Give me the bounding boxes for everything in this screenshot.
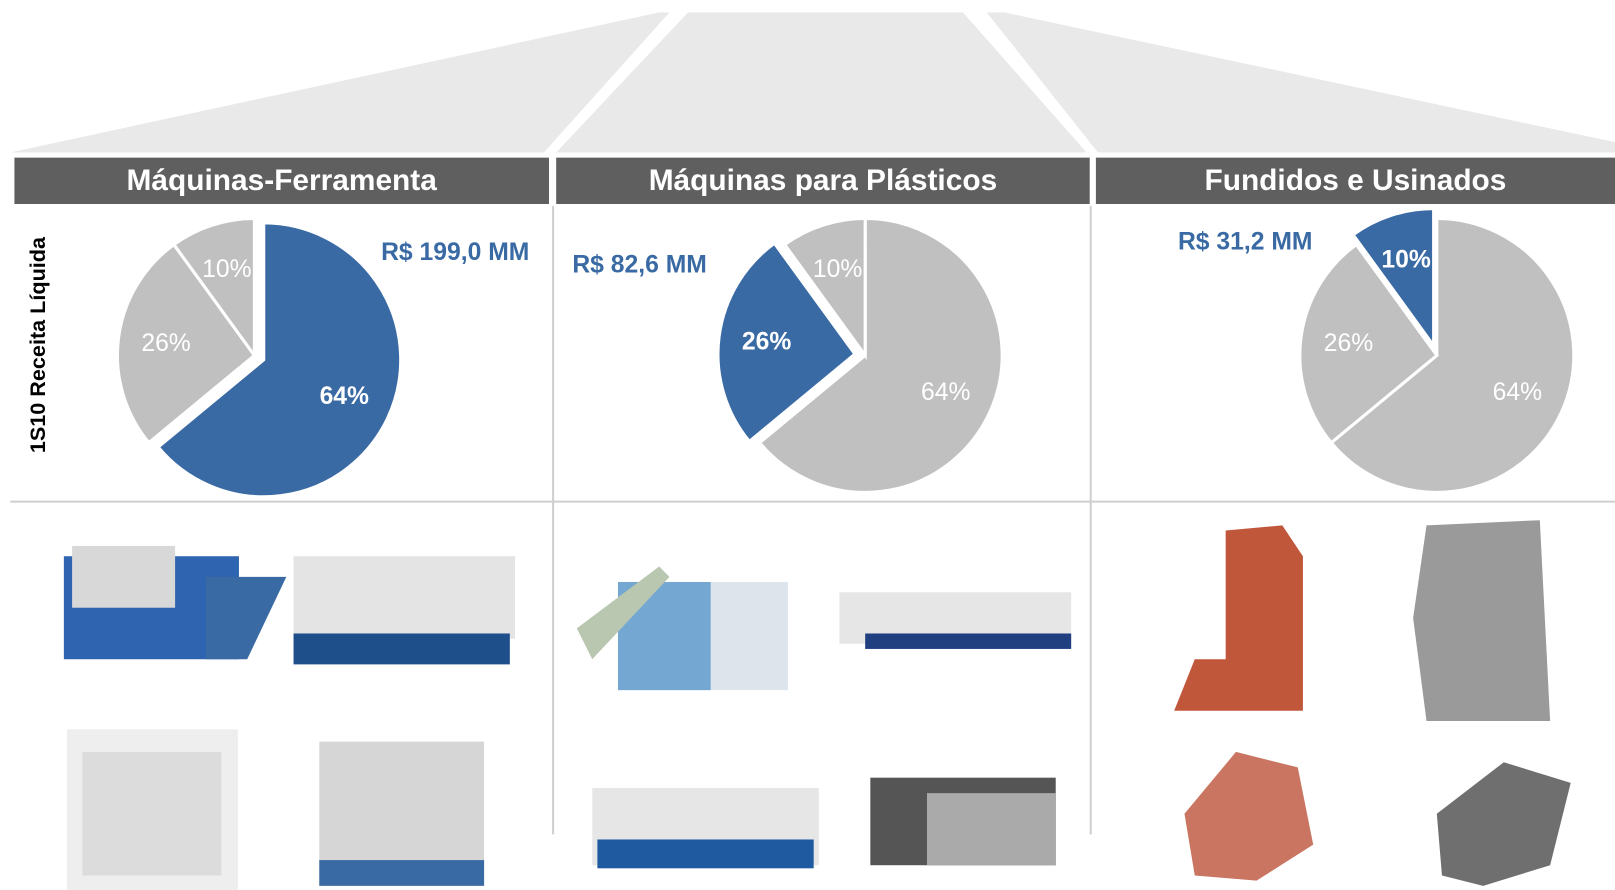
revenue-annotation: R$ 31,2 MM [1178, 229, 1313, 256]
pie-slice [1329, 216, 1576, 494]
slice-label: 26% [141, 330, 190, 357]
side-label: 1S10 Receita Líquida [25, 236, 50, 453]
product-images [63, 520, 1571, 890]
chart-title: Fundidos e Usinados [1204, 164, 1506, 197]
pie-slice [115, 242, 257, 445]
fan-background [10, 12, 1615, 153]
slice-label: 64% [320, 383, 369, 410]
slice-label: 26% [1324, 330, 1373, 357]
slice-label: 10% [202, 256, 251, 283]
slice-label: 10% [1381, 246, 1430, 273]
section-header [1095, 157, 1615, 204]
revenue-annotation: R$ 199,0 MM [381, 239, 529, 266]
slice-label: 64% [921, 379, 970, 406]
section-lines [10, 206, 1615, 835]
section-header [14, 157, 549, 204]
pie-slice [716, 241, 858, 444]
pie-slice [1298, 242, 1439, 445]
slice-label: 64% [1493, 379, 1542, 406]
pie-slice [155, 221, 403, 499]
pie-slice [1350, 207, 1436, 351]
section-header [556, 157, 1090, 204]
slice-label: 10% [813, 256, 862, 283]
revenue-annotation: R$ 82,6 MM [572, 251, 707, 278]
chart-title: Máquinas para Plásticos [649, 164, 998, 197]
pie-slice [757, 216, 1004, 494]
chart-title: Máquinas-Ferramenta [127, 164, 438, 197]
pie-slice [782, 216, 867, 361]
pie-slice [171, 216, 256, 361]
slice-label: 26% [742, 328, 791, 355]
